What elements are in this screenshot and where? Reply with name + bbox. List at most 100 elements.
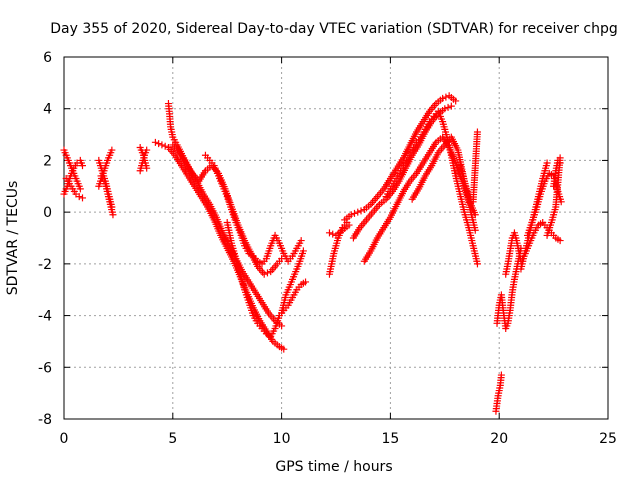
data-point-fill xyxy=(286,296,295,307)
data-point-fill xyxy=(435,110,446,123)
data-point-fill xyxy=(368,236,380,253)
data-point-fill xyxy=(263,244,274,260)
data-point-fill xyxy=(436,143,447,155)
data-point-fill xyxy=(277,242,287,255)
data-point-fill xyxy=(290,288,299,299)
data-point xyxy=(556,159,564,167)
data-point-fill xyxy=(98,175,108,185)
y-tick-label: 4 xyxy=(43,102,52,118)
data-point-fill xyxy=(513,239,522,252)
data-point-fill xyxy=(106,200,116,216)
data-point-fill xyxy=(539,162,550,180)
data-point-fill xyxy=(358,218,369,230)
data-point-fill xyxy=(155,140,163,148)
data-point-fill xyxy=(439,120,450,139)
data-point-fill xyxy=(375,226,387,240)
series-seg_m xyxy=(223,218,310,340)
data-point-fill xyxy=(213,216,226,235)
data-point-fill xyxy=(357,207,365,215)
data-point-fill xyxy=(237,273,248,291)
data-point-fill xyxy=(504,250,514,265)
series-seg_ab xyxy=(543,154,564,239)
data-point-fill xyxy=(401,143,413,160)
data-point xyxy=(143,164,151,172)
data-point-fill xyxy=(405,149,415,159)
data-point-fill xyxy=(331,237,341,255)
data-point-fill xyxy=(228,208,239,224)
grid-lines xyxy=(64,57,608,419)
data-point-fill xyxy=(350,209,358,217)
data-point-fill xyxy=(253,290,265,305)
data-point xyxy=(556,237,564,245)
data-point-fill xyxy=(448,135,461,152)
data-point xyxy=(75,193,83,201)
series-seg_j xyxy=(164,100,286,330)
data-point-fill xyxy=(100,159,111,175)
data-point-fill xyxy=(74,180,83,190)
data-point-fill xyxy=(518,250,529,270)
series-seg_n xyxy=(278,247,307,317)
data-point xyxy=(158,141,166,149)
data-point-fill xyxy=(194,179,206,196)
data-point-fill xyxy=(388,166,400,180)
data-markers xyxy=(60,92,565,415)
data-point-fill xyxy=(211,164,221,177)
data-point-fill xyxy=(272,314,283,330)
data-point-fill xyxy=(165,102,173,115)
x-axis-label: GPS time / hours xyxy=(275,459,392,475)
data-point-fill xyxy=(167,125,176,139)
data-point-fill xyxy=(381,177,393,191)
data-point-fill xyxy=(201,192,212,206)
data-point-fill xyxy=(263,269,271,277)
data-point-fill xyxy=(204,163,214,173)
data-point xyxy=(260,270,268,278)
x-tick-label: 15 xyxy=(381,431,399,447)
y-tick-label: -2 xyxy=(38,257,52,273)
data-point-fill xyxy=(427,140,439,155)
data-point-fill xyxy=(434,135,444,145)
data-point-fill xyxy=(137,162,146,172)
data-point xyxy=(452,97,460,105)
data-point-fill xyxy=(544,221,555,237)
data-point-fill xyxy=(524,221,535,237)
data-point-fill xyxy=(343,212,353,222)
data-point-fill xyxy=(233,221,243,234)
series-seg_q xyxy=(341,92,460,224)
data-point xyxy=(108,146,116,154)
data-point-fill xyxy=(216,175,226,188)
data-point-fill xyxy=(410,141,419,151)
data-point-fill xyxy=(513,257,522,270)
data-point-fill xyxy=(552,159,561,172)
data-point xyxy=(543,159,551,167)
data-point-fill xyxy=(375,187,386,199)
y-tick-label: 2 xyxy=(43,153,52,169)
data-point-fill xyxy=(183,161,195,175)
data-point xyxy=(109,211,117,219)
data-point-fill xyxy=(237,231,248,247)
x-tick-label: 10 xyxy=(273,431,291,447)
data-point xyxy=(347,211,355,219)
data-point-fill xyxy=(185,174,197,188)
data-point-fill xyxy=(414,161,426,175)
data-point-fill xyxy=(434,96,444,106)
y-tick-label: -8 xyxy=(38,412,52,428)
data-point-fill xyxy=(461,211,472,229)
x-tick-label: 0 xyxy=(60,431,69,447)
data-point xyxy=(76,185,84,193)
y-tick-label: -6 xyxy=(38,360,52,376)
data-point-fill xyxy=(420,109,432,124)
data-point xyxy=(354,208,362,216)
data-point-fill xyxy=(137,146,146,157)
data-point xyxy=(280,345,288,353)
series-seg_w xyxy=(492,371,505,415)
data-point-fill xyxy=(334,228,344,238)
y-tick-label: 6 xyxy=(43,50,52,66)
data-point-fill xyxy=(268,262,280,274)
data-point xyxy=(151,138,159,146)
data-point-fill xyxy=(457,193,468,214)
data-point-fill xyxy=(268,234,278,247)
data-point-fill xyxy=(492,402,501,413)
data-point-fill xyxy=(531,224,541,234)
data-point-fill xyxy=(161,142,169,150)
series-seg_v xyxy=(456,128,481,206)
